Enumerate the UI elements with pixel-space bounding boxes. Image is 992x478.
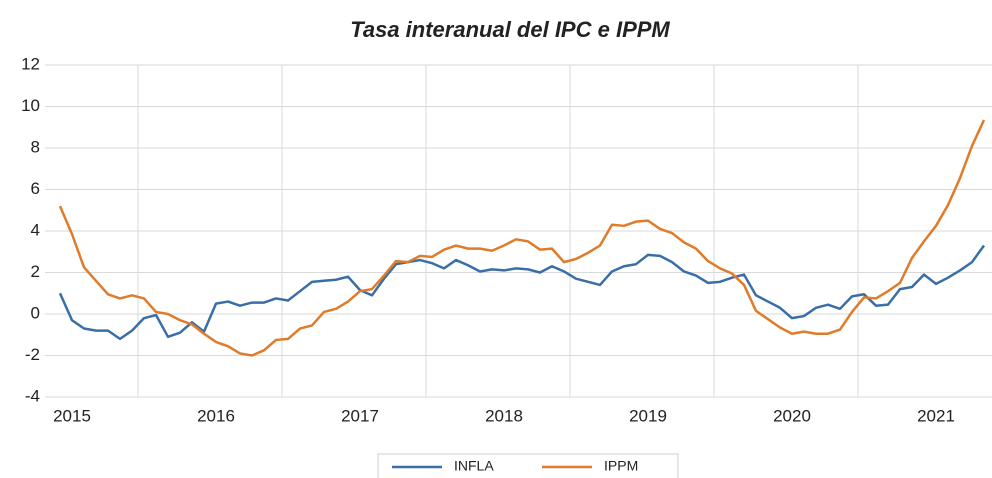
y-tick-label: 10 <box>21 96 40 115</box>
x-tick-label: 2021 <box>917 406 955 425</box>
x-tick-label: 2015 <box>53 406 91 425</box>
legend-text: INFLA <box>454 458 494 474</box>
x-tick-label: 2017 <box>341 406 379 425</box>
y-tick-label: 4 <box>31 220 40 239</box>
y-tick-label: 0 <box>31 303 40 322</box>
y-tick-label: -2 <box>25 345 40 364</box>
x-tick-label: 2016 <box>197 406 235 425</box>
x-tick-label: 2018 <box>485 406 523 425</box>
legend-text: IPPM <box>604 458 638 474</box>
y-tick-label: 6 <box>31 179 40 198</box>
x-tick-label: 2019 <box>629 406 667 425</box>
chart-title: Tasa interanual del IPC e IPPM <box>350 17 670 42</box>
series-line <box>58 119 986 357</box>
series-line <box>58 244 986 341</box>
y-tick-label: 12 <box>21 54 40 73</box>
y-tick-label: -4 <box>25 386 40 405</box>
y-tick-label: 2 <box>31 262 40 281</box>
x-tick-label: 2020 <box>773 406 811 425</box>
y-tick-label: 8 <box>31 137 40 156</box>
